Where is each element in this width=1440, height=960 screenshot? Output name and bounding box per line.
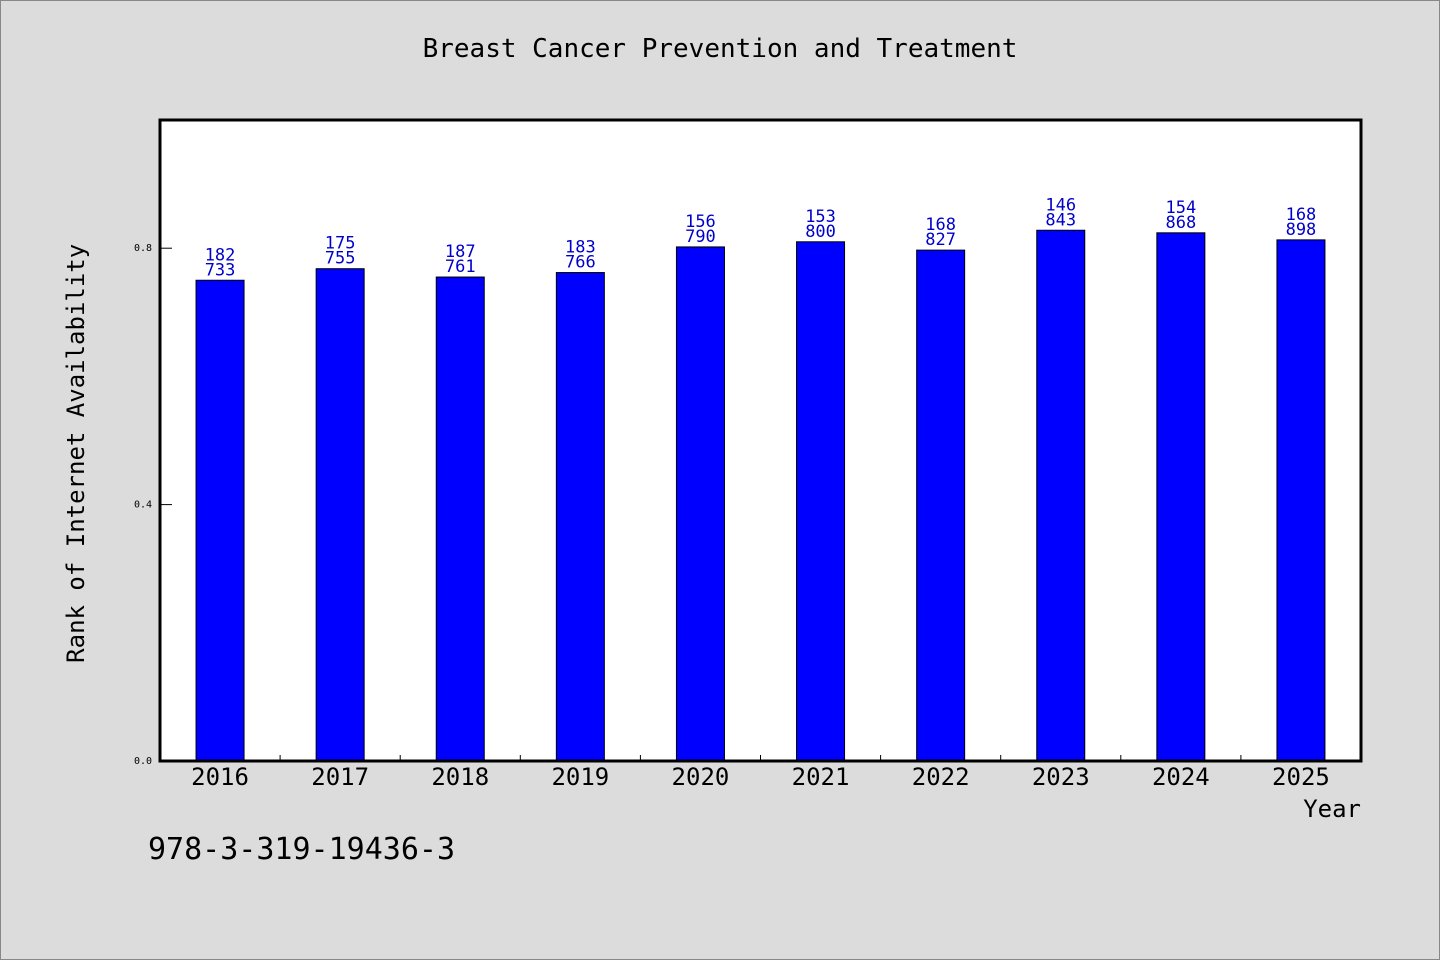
x-tick-label: 2016 xyxy=(191,763,249,791)
y-axis-label: Rank of Internet Availability xyxy=(62,244,90,663)
bar xyxy=(435,276,485,762)
x-tick-label: 2025 xyxy=(1272,763,1330,791)
bar-label-bottom: 827 xyxy=(925,230,956,250)
bar-label-top: 168 xyxy=(1286,205,1317,225)
x-tick-label: 2017 xyxy=(311,763,369,791)
bar-label-bottom: 790 xyxy=(685,227,716,247)
x-tick-label: 2019 xyxy=(551,763,609,791)
bar-label-top: 187 xyxy=(445,242,476,262)
plot-border xyxy=(158,118,1363,763)
bar-label-top: 153 xyxy=(805,207,836,227)
bar-label-top: 154 xyxy=(1165,198,1196,218)
bar xyxy=(916,249,966,762)
bar-label-top: 146 xyxy=(1045,195,1076,215)
x-tick-label: 2020 xyxy=(672,763,730,791)
bar-label-top: 156 xyxy=(685,212,716,232)
bar-label-top: 168 xyxy=(925,215,956,235)
bar-label-bottom: 755 xyxy=(325,249,356,269)
bar xyxy=(1276,239,1326,762)
bar-label-bottom: 843 xyxy=(1045,210,1076,230)
bar xyxy=(315,268,365,762)
y-tick-label: 0.0 xyxy=(134,756,152,767)
bar xyxy=(796,241,846,762)
bar-label-top: 182 xyxy=(205,245,236,265)
x-tick-label: 2023 xyxy=(1032,763,1090,791)
chart-title: Breast Cancer Prevention and Treatment xyxy=(422,34,1018,64)
x-tick-label: 2022 xyxy=(912,763,970,791)
bar xyxy=(1156,232,1206,762)
bar-label-bottom: 766 xyxy=(565,253,596,273)
bar xyxy=(555,272,605,762)
y-tick-label: 0.8 xyxy=(134,243,152,254)
bar-label-top: 175 xyxy=(325,234,356,254)
bar xyxy=(1036,229,1086,762)
isbn-label: 978-3-319-19436-3 xyxy=(148,832,456,867)
y-tick-label: 0.4 xyxy=(134,500,152,511)
x-axis-label: Year xyxy=(1303,795,1361,823)
x-tick-label: 2018 xyxy=(431,763,489,791)
bar xyxy=(195,279,245,762)
bar-label-bottom: 761 xyxy=(445,257,476,277)
bar xyxy=(675,246,725,762)
bar-label-bottom: 800 xyxy=(805,222,836,242)
bar-label-bottom: 898 xyxy=(1286,220,1317,240)
bar-label-bottom: 733 xyxy=(205,260,236,280)
x-tick-label: 2021 xyxy=(792,763,850,791)
bar-label-bottom: 868 xyxy=(1165,213,1196,233)
bar-label-top: 183 xyxy=(565,238,596,258)
x-tick-label: 2024 xyxy=(1152,763,1210,791)
